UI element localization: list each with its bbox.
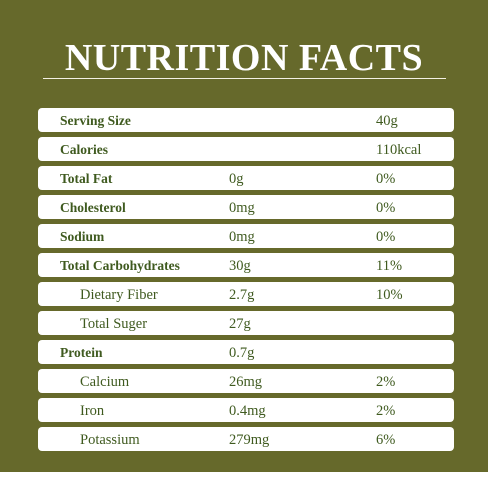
nutrition-row: Calcium 26mg 2%: [38, 369, 454, 393]
nutrient-amount: 0mg: [229, 229, 255, 245]
nutrition-title: NUTRITION FACTS: [64, 37, 424, 79]
nutrient-amount: 27g: [229, 316, 251, 332]
daily-value-percent: 10%: [376, 287, 403, 303]
nutrient-label: Serving Size: [60, 113, 131, 128]
nutrient-amount: 30g: [229, 258, 251, 274]
nutrient-label: Calories: [60, 142, 108, 157]
nutrient-label: Total Suger: [80, 316, 148, 332]
daily-value-percent: 2%: [376, 374, 396, 390]
nutrient-label: Iron: [80, 403, 105, 419]
nutrient-label: Protein: [60, 345, 103, 360]
nutrition-row: Sodium 0mg 0%: [38, 224, 454, 248]
nutrition-row: Iron 0.4mg 2%: [38, 398, 454, 422]
nutrition-row: Cholesterol 0mg 0%: [38, 195, 454, 219]
nutrient-amount: 279mg: [229, 432, 270, 448]
nutrient-label: Calcium: [80, 374, 130, 390]
daily-value-percent: 0%: [376, 229, 396, 245]
nutrition-row: Calories 110kcal: [38, 137, 454, 161]
nutrient-amount: 26mg: [229, 374, 263, 390]
nutrient-amount: 40g: [376, 113, 398, 129]
nutrition-row: Total Carbohydrates 30g 11%: [38, 253, 454, 277]
nutrition-row: Total Fat 0g 0%: [38, 166, 454, 190]
nutrition-row: Potassium 279mg 6%: [38, 427, 454, 451]
nutrient-amount: 0g: [229, 171, 244, 187]
daily-value-percent: 2%: [376, 403, 396, 419]
nutrition-row: Total Suger 27g: [38, 311, 454, 335]
nutrient-label: Dietary Fiber: [80, 287, 158, 303]
nutrient-amount: 0.7g: [229, 345, 255, 361]
nutrient-label: Sodium: [60, 229, 105, 244]
nutrient-label: Potassium: [80, 432, 140, 448]
nutrient-amount: 2.7g: [229, 287, 255, 303]
nutrient-label: Total Carbohydrates: [60, 258, 180, 273]
nutrition-row: Dietary Fiber 2.7g 10%: [38, 282, 454, 306]
nutrient-label: Total Fat: [60, 171, 113, 186]
nutrient-label: Cholesterol: [60, 200, 126, 215]
nutrient-amount: 110kcal: [376, 142, 422, 158]
daily-value-percent: 6%: [376, 432, 396, 448]
nutrient-amount: 0.4mg: [229, 403, 266, 419]
daily-value-percent: 11%: [376, 258, 403, 274]
daily-value-percent: 0%: [376, 171, 396, 187]
title-underline: [43, 78, 446, 79]
daily-value-percent: 0%: [376, 200, 396, 216]
nutrition-panel: NUTRITION FACTS Serving Size 40g Calories 1…: [0, 0, 488, 472]
nutrition-row: Protein 0.7g: [38, 340, 454, 364]
nutrient-amount: 0mg: [229, 200, 255, 216]
nutrition-row: Serving Size 40g: [38, 108, 454, 132]
